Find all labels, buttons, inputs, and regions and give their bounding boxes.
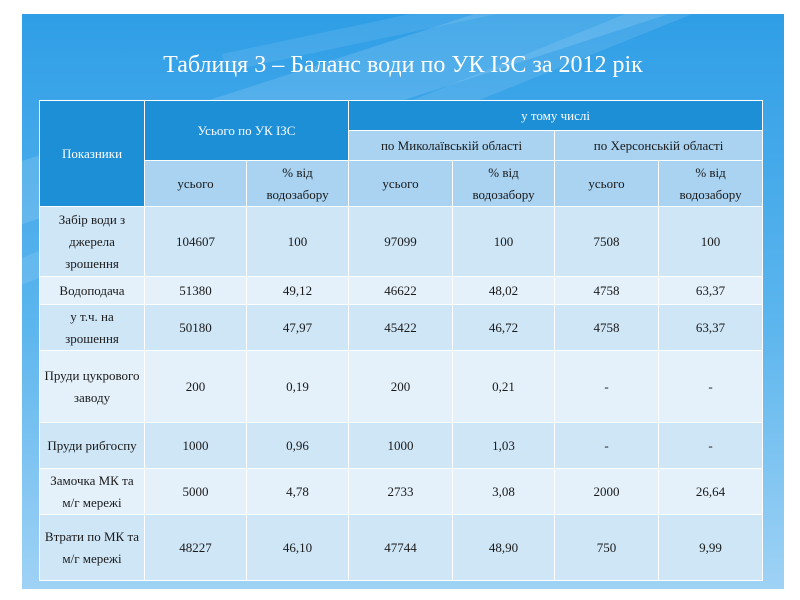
header-including: у тому числі — [348, 100, 764, 131]
row-label: у т.ч. на зрошення — [39, 304, 145, 351]
table-row: у т.ч. на зрошення 50180 47,97 45422 46,… — [39, 304, 764, 351]
cell-kherson-percent: 26,64 — [658, 468, 764, 515]
cell-mykolaiv-percent: 100 — [452, 206, 556, 277]
row-label: Забір води з джерела зрошення — [39, 206, 145, 277]
cell-kherson-percent: 9,99 — [658, 514, 764, 581]
cell-mykolaiv: 47744 — [348, 514, 454, 581]
cell-total-percent: 100 — [245, 206, 350, 277]
cell-kherson-percent: - — [658, 350, 764, 423]
row-label: Пруди рибгоспу — [39, 422, 145, 469]
cell-kherson-percent: 63,37 — [658, 304, 764, 351]
cell-kherson: - — [554, 350, 660, 423]
table-row: Забір води з джерела зрошення 104607 100… — [39, 206, 764, 277]
table-row: Пруди цукрового заводу 200 0,19 200 0,21… — [39, 350, 764, 423]
cell-mykolaiv: 45422 — [348, 304, 454, 351]
cell-total-percent: 47,97 — [245, 304, 350, 351]
row-label: Пруди цукрового заводу — [39, 350, 145, 423]
subheader-total: усього — [144, 160, 247, 207]
subheader-total: усього — [348, 160, 454, 207]
table-row: Водоподача 51380 49,12 46622 48,02 4758 … — [39, 276, 764, 305]
cell-total: 200 — [144, 350, 247, 423]
header-mykolaiv: по Миколаївській області — [348, 130, 556, 161]
cell-mykolaiv-percent: 48,90 — [452, 514, 556, 581]
table-row: Пруди рибгоспу 1000 0,96 1000 1,03 - - — [39, 422, 764, 469]
cell-kherson: 4758 — [554, 304, 660, 351]
cell-total-percent: 49,12 — [245, 276, 350, 305]
cell-total: 5000 — [144, 468, 247, 515]
cell-total: 104607 — [144, 206, 247, 277]
cell-mykolaiv: 97099 — [348, 206, 454, 277]
subheader-percent: % від водозабору — [452, 160, 556, 207]
cell-mykolaiv-percent: 1,03 — [452, 422, 556, 469]
water-balance-table: Показники Усього по УК ІЗС у тому числі … — [39, 100, 764, 581]
cell-total: 48227 — [144, 514, 247, 581]
cell-total: 50180 — [144, 304, 247, 351]
row-label: Втрати по МК та м/г мережі — [39, 514, 145, 581]
cell-mykolaiv-percent: 3,08 — [452, 468, 556, 515]
cell-mykolaiv: 1000 — [348, 422, 454, 469]
header-total-uk: Усього по УК ІЗС — [143, 100, 350, 161]
cell-kherson-percent: 63,37 — [658, 276, 764, 305]
cell-mykolaiv-percent: 48,02 — [452, 276, 556, 305]
cell-kherson: 2000 — [554, 468, 660, 515]
header-indicators: Показники — [39, 100, 145, 207]
cell-total: 51380 — [144, 276, 247, 305]
cell-mykolaiv: 200 — [348, 350, 454, 423]
cell-total-percent: 0,19 — [245, 350, 350, 423]
table-row: Замочка МК та м/г мережі 5000 4,78 2733 … — [39, 468, 764, 515]
cell-total-percent: 4,78 — [245, 468, 350, 515]
cell-kherson: 750 — [554, 514, 660, 581]
cell-mykolaiv-percent: 46,72 — [452, 304, 556, 351]
subheader-total: усього — [554, 160, 660, 207]
cell-kherson: - — [554, 422, 660, 469]
cell-total: 1000 — [144, 422, 247, 469]
table-row: Втрати по МК та м/г мережі 48227 46,10 4… — [39, 514, 764, 581]
cell-mykolaiv-percent: 0,21 — [452, 350, 556, 423]
slide-title: Таблиця 3 – Баланс води по УК ІЗС за 201… — [163, 52, 643, 78]
cell-kherson: 4758 — [554, 276, 660, 305]
cell-mykolaiv: 46622 — [348, 276, 454, 305]
cell-kherson-percent: - — [658, 422, 764, 469]
header-kherson: по Херсонській області — [554, 130, 764, 161]
cell-mykolaiv: 2733 — [348, 468, 454, 515]
subheader-percent: % від водозабору — [245, 160, 350, 207]
subheader-percent: % від водозабору — [658, 160, 764, 207]
row-label: Водоподача — [39, 276, 145, 305]
cell-total-percent: 0,96 — [245, 422, 350, 469]
cell-total-percent: 46,10 — [245, 514, 350, 581]
cell-kherson: 7508 — [554, 206, 660, 277]
cell-kherson-percent: 100 — [658, 206, 764, 277]
row-label: Замочка МК та м/г мережі — [39, 468, 145, 515]
